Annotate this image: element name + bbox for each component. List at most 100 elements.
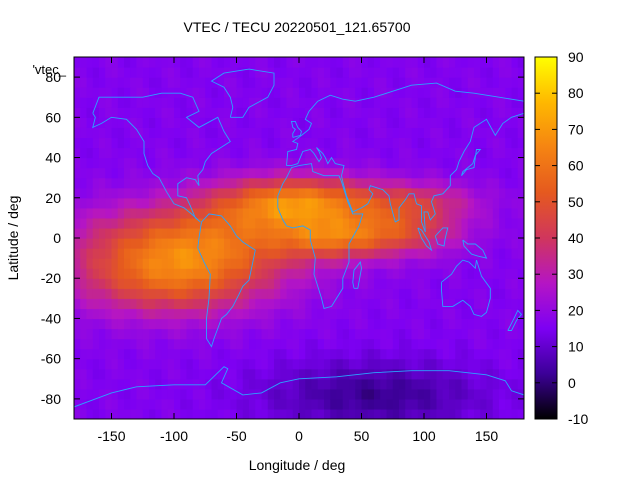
heatmap-cell	[105, 338, 113, 350]
heatmap-cell	[155, 177, 163, 189]
heatmap-cell	[511, 358, 519, 370]
heatmap-cell	[455, 57, 463, 68]
heatmap-cell	[167, 298, 175, 309]
heatmap-cell	[399, 87, 406, 98]
heatmap-cell	[230, 97, 238, 108]
heatmap-cell	[480, 268, 488, 279]
heatmap-cell	[380, 187, 388, 199]
heatmap-cell	[386, 378, 394, 390]
heatmap-cell	[236, 57, 244, 68]
heatmap-cell	[74, 248, 81, 259]
heatmap-cell	[374, 77, 381, 88]
heatmap-cell	[92, 348, 100, 360]
heatmap-cell	[111, 87, 119, 98]
heatmap-cell	[399, 248, 406, 259]
heatmap-cell	[336, 388, 344, 400]
heatmap-cell	[167, 77, 175, 88]
coastline-greenland	[210, 68, 275, 118]
heatmap-cell	[330, 67, 338, 78]
heatmap-cell	[467, 318, 475, 330]
heatmap-cell	[430, 77, 438, 88]
heatmap-cell	[186, 248, 194, 259]
heatmap-cell	[255, 107, 263, 118]
heatmap-cell	[305, 238, 313, 249]
heatmap-cell	[330, 238, 338, 249]
heatmap-cell	[467, 207, 475, 219]
heatmap-cell	[324, 67, 331, 78]
coastline-great-britain	[290, 120, 303, 138]
heatmap-cell	[436, 278, 444, 289]
heatmap-cell	[305, 248, 313, 259]
heatmap-cell	[305, 217, 313, 229]
heatmap-cell	[180, 258, 188, 269]
heatmap-cell	[167, 87, 175, 98]
heatmap-cell	[392, 67, 400, 78]
heatmap-cell	[92, 328, 100, 340]
heatmap-cell	[380, 278, 388, 289]
heatmap-cell	[267, 368, 275, 380]
heatmap-cell	[474, 167, 481, 179]
heatmap-cell	[449, 97, 456, 108]
heatmap-cell	[249, 338, 256, 350]
heatmap-cell	[430, 358, 438, 370]
heatmap-cell	[167, 318, 175, 330]
heatmap-cell	[505, 248, 513, 259]
heatmap-cell	[374, 167, 381, 179]
heatmap-cell	[367, 258, 375, 269]
heatmap-cell	[117, 137, 125, 149]
heatmap-cell	[467, 177, 475, 189]
heatmap-cell	[224, 298, 231, 309]
heatmap-cell	[436, 258, 444, 269]
x-tick-label: -150	[97, 428, 125, 444]
heatmap-cell	[305, 147, 313, 159]
heatmap-cell	[317, 328, 325, 340]
heatmap-cell	[399, 147, 406, 159]
heatmap-cell	[111, 137, 119, 149]
heatmap-cell	[199, 238, 206, 249]
heatmap-cell	[124, 238, 131, 249]
heatmap-cell	[299, 308, 306, 320]
heatmap-cell	[224, 187, 231, 199]
heatmap-cell	[124, 348, 131, 360]
heatmap-cell	[261, 117, 269, 128]
heatmap-cell	[342, 308, 350, 320]
heatmap-cell	[517, 338, 524, 350]
heatmap-cell	[411, 398, 419, 410]
heatmap-cell	[424, 177, 431, 189]
heatmap-cell	[492, 167, 500, 179]
heatmap-cell	[286, 117, 294, 128]
heatmap-cell	[349, 97, 356, 108]
heatmap-cell	[499, 408, 506, 419]
heatmap-cell	[417, 408, 425, 419]
heatmap-cell	[286, 147, 294, 159]
heatmap-cell	[311, 388, 319, 400]
heatmap-cell	[192, 368, 200, 380]
heatmap-cell	[105, 127, 113, 139]
heatmap-cell	[99, 368, 106, 380]
heatmap-cell	[192, 77, 200, 88]
heatmap-cell	[124, 197, 131, 209]
heatmap-cell	[349, 258, 356, 269]
heatmap-cell	[267, 97, 275, 108]
heatmap-cell	[180, 67, 188, 78]
heatmap-cell	[499, 388, 506, 400]
heatmap-cell	[130, 338, 138, 350]
heatmap-cell	[80, 338, 88, 350]
heatmap-cell	[499, 177, 506, 189]
heatmap-cell	[105, 318, 113, 330]
heatmap-cell	[80, 137, 88, 149]
heatmap-cell	[474, 338, 481, 350]
heatmap-cell	[455, 318, 463, 330]
heatmap-cell	[499, 97, 506, 108]
heatmap-cell	[249, 238, 256, 249]
heatmap-cell	[136, 77, 144, 88]
heatmap-cell	[517, 408, 524, 419]
heatmap-cell	[105, 308, 113, 320]
heatmap-cell	[92, 308, 100, 320]
heatmap-cell	[499, 298, 506, 309]
heatmap-cell	[217, 57, 225, 68]
heatmap-cell	[199, 368, 206, 380]
heatmap-cell	[505, 147, 513, 159]
heatmap-cell	[392, 338, 400, 350]
heatmap-cell	[274, 167, 281, 179]
